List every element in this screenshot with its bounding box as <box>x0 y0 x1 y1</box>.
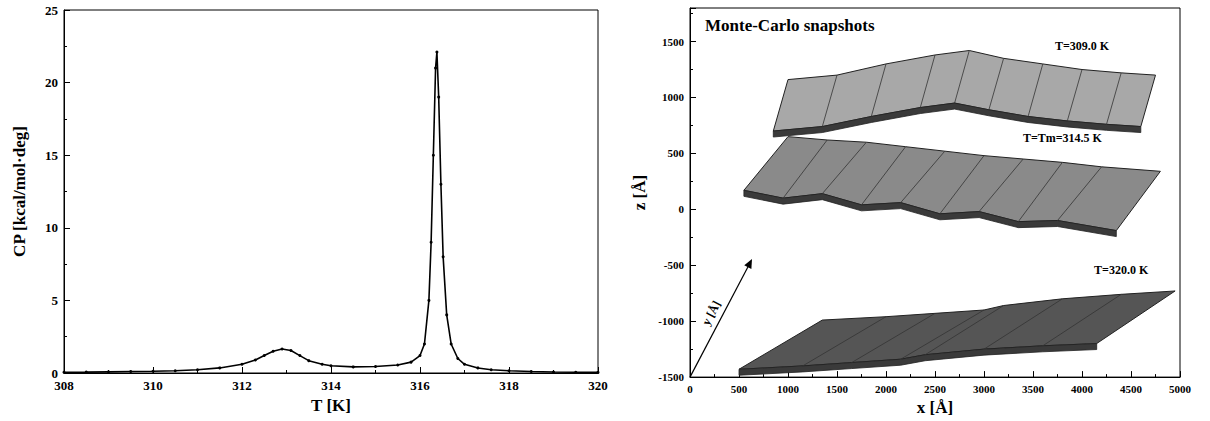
svg-text:316: 316 <box>410 378 430 393</box>
svg-text:500: 500 <box>668 147 685 159</box>
svg-text:1500: 1500 <box>662 36 685 48</box>
svg-text:1000: 1000 <box>662 91 685 103</box>
svg-text:3000: 3000 <box>973 383 996 395</box>
svg-text:308: 308 <box>54 378 74 393</box>
svg-text:4500: 4500 <box>1120 383 1143 395</box>
svg-text:312: 312 <box>232 378 252 393</box>
svg-text:T=320.0 K: T=320.0 K <box>1094 263 1149 277</box>
svg-text:Monte-Carlo snapshots: Monte-Carlo snapshots <box>705 16 875 35</box>
svg-text:314: 314 <box>321 378 341 393</box>
svg-text:500: 500 <box>731 383 748 395</box>
svg-text:15: 15 <box>45 148 59 163</box>
svg-text:5: 5 <box>52 293 59 308</box>
svg-text:0: 0 <box>679 203 685 215</box>
svg-text:z [Å]: z [Å] <box>630 175 649 210</box>
svg-text:0: 0 <box>51 365 58 381</box>
svg-text:-1500: -1500 <box>658 371 684 383</box>
svg-text:y [Å]: y [Å] <box>699 298 723 327</box>
svg-text:25: 25 <box>45 3 59 18</box>
svg-text:20: 20 <box>45 75 58 90</box>
svg-text:2000: 2000 <box>875 383 898 395</box>
svg-text:x [Å]: x [Å] <box>917 398 953 417</box>
svg-text:310: 310 <box>143 378 163 393</box>
svg-text:318: 318 <box>499 378 519 393</box>
svg-text:1500: 1500 <box>826 383 849 395</box>
svg-text:3500: 3500 <box>1022 383 1045 395</box>
svg-text:T [K]: T [K] <box>311 396 351 415</box>
svg-text:320: 320 <box>588 378 608 393</box>
svg-text:4000: 4000 <box>1071 383 1094 395</box>
svg-text:CP [kcal/mol·deg]: CP [kcal/mol·deg] <box>10 126 29 257</box>
svg-text:0: 0 <box>687 383 693 395</box>
svg-text:5000: 5000 <box>1169 383 1192 395</box>
svg-text:T=309.0 K: T=309.0 K <box>1055 39 1110 53</box>
svg-text:-1000: -1000 <box>658 315 684 327</box>
svg-text:T=Tm=314.5 K: T=Tm=314.5 K <box>1023 131 1103 145</box>
svg-text:1000: 1000 <box>777 383 800 395</box>
svg-text:2500: 2500 <box>924 383 947 395</box>
svg-text:10: 10 <box>45 220 58 235</box>
svg-text:-500: -500 <box>664 259 685 271</box>
